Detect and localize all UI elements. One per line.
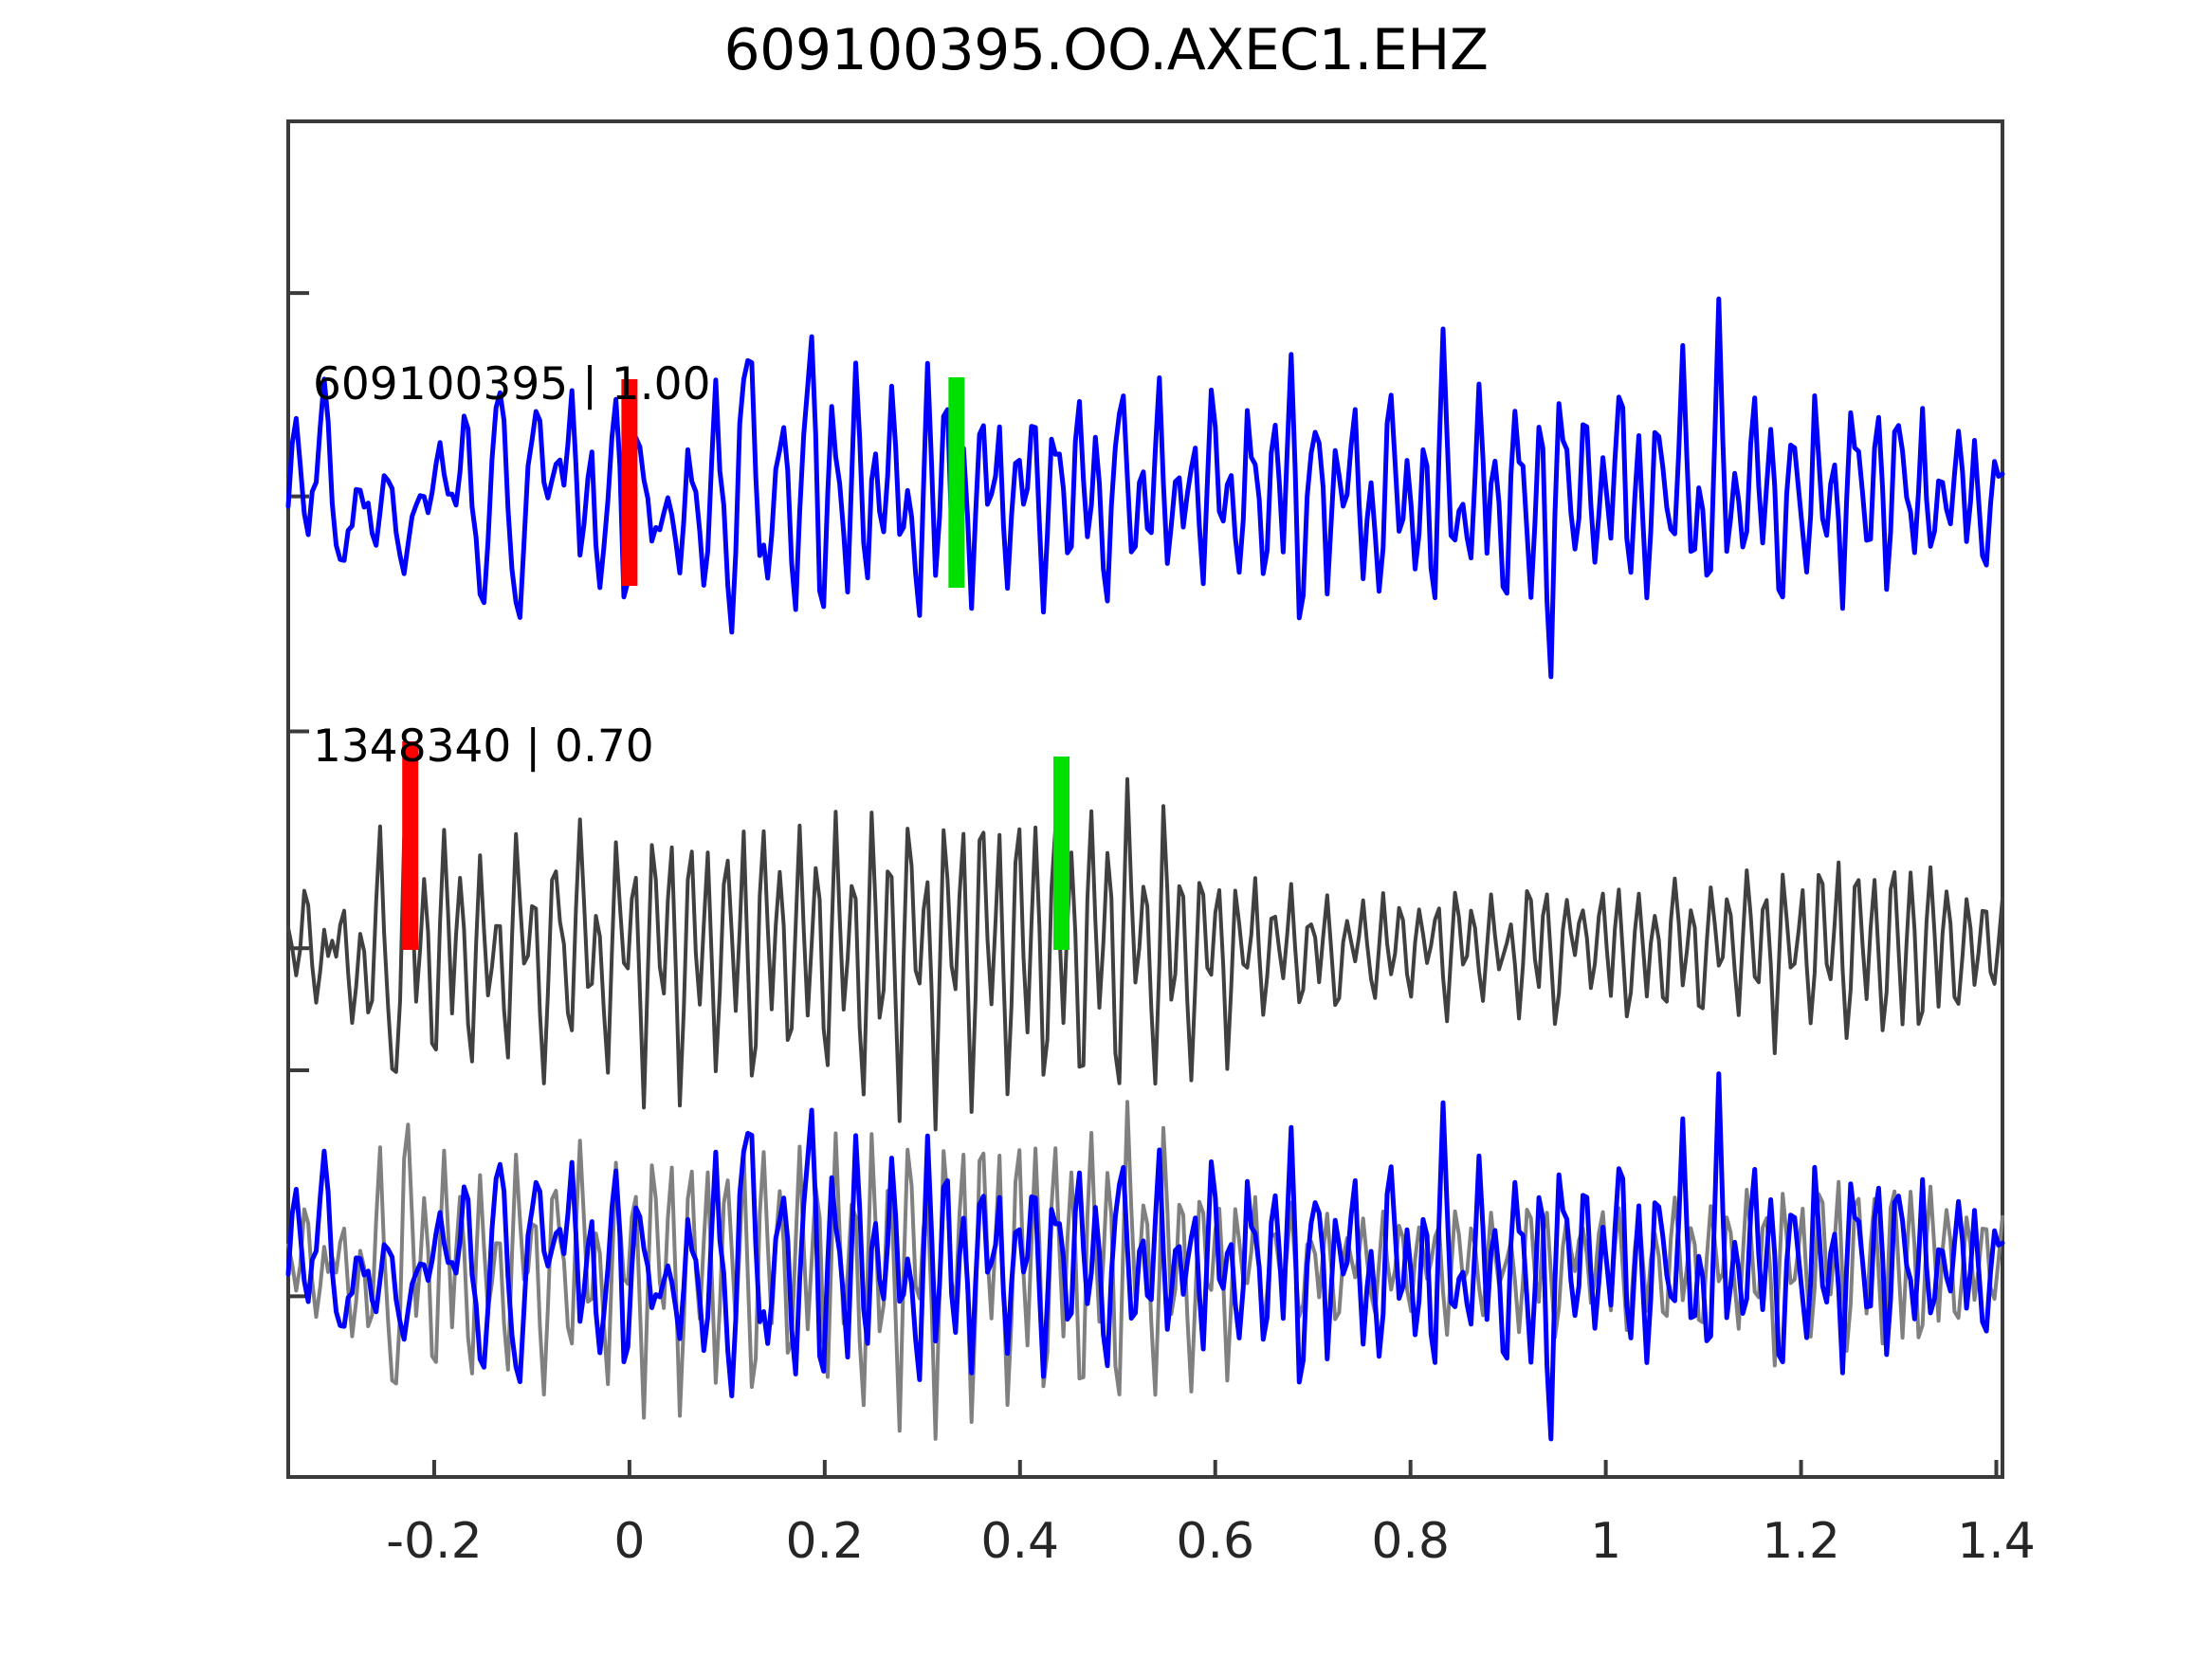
x-tick-label-0: -0.2: [386, 1513, 483, 1570]
x-tick-label-6: 1: [1590, 1513, 1622, 1570]
plot-frame: [286, 119, 2004, 1479]
waveform-overlay-gray: [286, 1100, 2004, 1441]
x-tick-label-5: 0.8: [1371, 1513, 1451, 1570]
x-tick-label-2: 0.2: [785, 1513, 865, 1570]
x-tick-label-8: 1.4: [1957, 1513, 2036, 1570]
x-tick-label-1: 0: [613, 1513, 646, 1570]
trace-label-template: 609100395 | 1.00: [313, 358, 711, 410]
waveform-overlay-blue: [285, 1071, 2005, 1442]
trace-label-detection: 1348340 | 0.70: [313, 720, 654, 773]
x-tick-label-4: 0.6: [1176, 1513, 1255, 1570]
page-title: 609100395.OO.AXEC1.EHZ: [723, 17, 1489, 83]
x-tick-label-3: 0.4: [980, 1513, 1060, 1570]
waveform-detection-middle: [286, 776, 2004, 1132]
waveform-template-top: [285, 296, 2005, 680]
x-tick-label-7: 1.2: [1762, 1513, 1840, 1570]
